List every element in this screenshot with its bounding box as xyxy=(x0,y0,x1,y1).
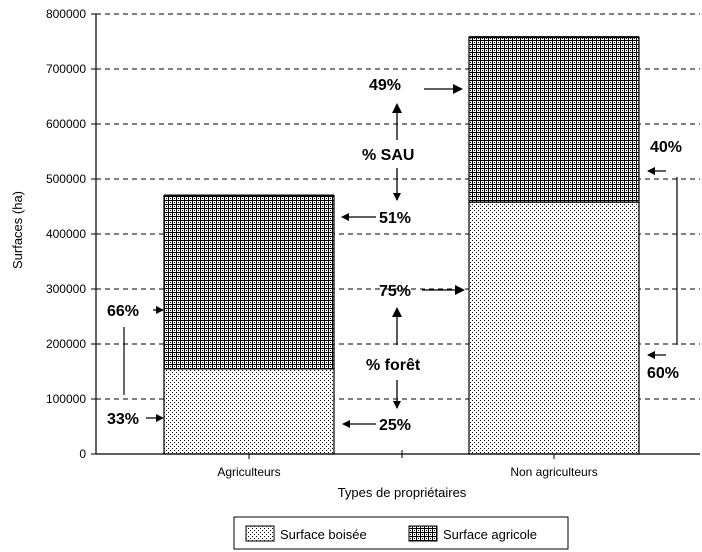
legend-label-boisee: Surface boisée xyxy=(280,527,367,542)
x-tick-label-1: Non agriculteurs xyxy=(510,465,597,479)
y-tick-label-6: 600000 xyxy=(46,117,86,131)
annotations: 66% 33% 49% % SAU 51% 75% % forêt 25% 40… xyxy=(107,77,682,434)
legend-label-agricole: Surface agricole xyxy=(443,527,537,542)
annotation-agri-boise-pct: 33% xyxy=(107,411,139,428)
y-tick-label-8: 800000 xyxy=(46,7,86,21)
legend-box xyxy=(233,516,569,550)
axes xyxy=(91,13,700,459)
y-tick-label-2: 200000 xyxy=(46,337,86,351)
y-tick-label-3: 300000 xyxy=(46,282,86,296)
y-tick-label-4: 400000 xyxy=(46,227,86,241)
annotation-nonagri-foret-pct: 75% xyxy=(379,283,411,300)
annotation-agri-foret-pct: 25% xyxy=(379,417,411,434)
bar-0-series-1 xyxy=(163,194,335,370)
y-tick-label-1: 100000 xyxy=(46,392,86,406)
annotation-nonagri-boise-pct: 60% xyxy=(647,365,679,382)
annotation-nonagri-agricole-pct: 40% xyxy=(650,139,682,156)
bars xyxy=(163,36,640,455)
y-tick-label-0: 0 xyxy=(79,447,86,461)
x-tick-labels: Agriculteurs Non agriculteurs xyxy=(217,465,597,479)
bar-1-series-0 xyxy=(468,201,640,455)
annotation-nonagri-sau-pct: 49% xyxy=(369,77,401,94)
annotation-agri-sau-pct: 51% xyxy=(379,210,411,227)
legend-swatch-agricole xyxy=(408,525,438,542)
bar-0-series-0 xyxy=(163,368,335,455)
legend: Surface boisée Surface agricole xyxy=(233,516,569,550)
y-axis-title: Surfaces (ha) xyxy=(10,191,25,269)
x-axis-title: Types de propriétaires xyxy=(338,485,467,500)
y-tick-labels: 0 100000 200000 300000 400000 500000 600000 700… xyxy=(46,7,86,461)
annotation-agri-agricole-pct: 66% xyxy=(107,303,139,320)
legend-swatch-boisee xyxy=(245,525,275,542)
bar-1-series-1 xyxy=(468,36,640,203)
annotation-sau-label: % SAU xyxy=(362,147,414,164)
y-tick-label-5: 500000 xyxy=(46,172,86,186)
x-tick-label-0: Agriculteurs xyxy=(217,465,280,479)
annotation-foret-label: % forêt xyxy=(366,357,421,374)
y-tick-label-7: 700000 xyxy=(46,62,86,76)
